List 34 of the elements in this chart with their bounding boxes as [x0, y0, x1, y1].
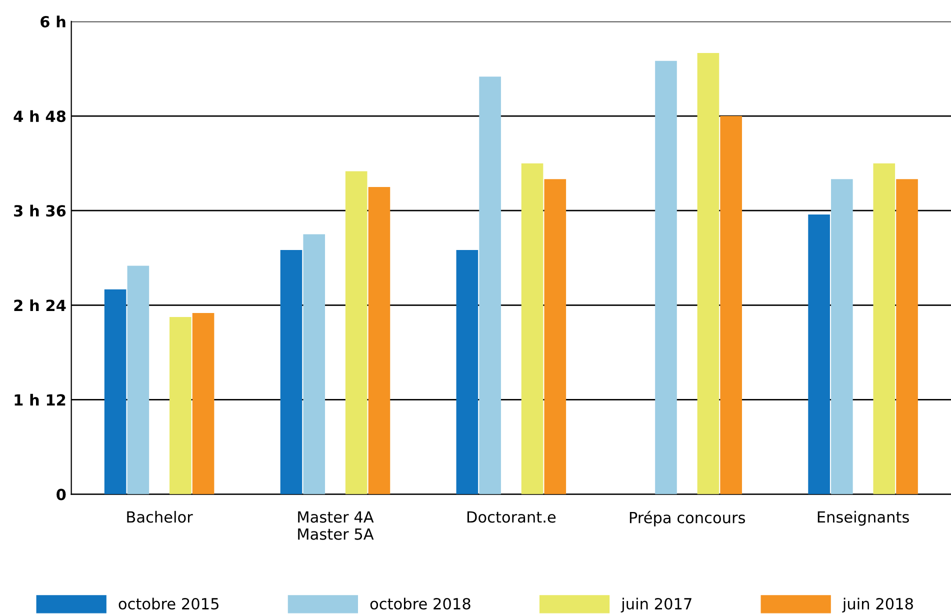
bar	[456, 250, 478, 494]
y-tick-label: 6 h	[40, 16, 66, 28]
y-tick-label: 4 h 48	[14, 110, 66, 122]
bar	[873, 163, 896, 494]
x-tick-label: Bachelor	[127, 510, 193, 523]
legend-label: octobre 2018	[370, 598, 470, 610]
bar	[720, 116, 742, 494]
x-tick-label: Prépa concours	[630, 510, 745, 526]
y-tick-label: 3 h 36	[14, 204, 66, 217]
bar	[104, 289, 126, 494]
bar	[127, 266, 150, 494]
legend-label: juin 2017	[620, 598, 692, 612]
bar	[808, 214, 830, 494]
legend-label: juin 2018	[842, 598, 913, 612]
y-tick-label: 0	[56, 488, 66, 500]
bar	[831, 179, 853, 494]
bar	[345, 171, 368, 494]
y-tick-label: 1 h 12	[14, 394, 66, 406]
x-tick-label: Master 4A Master 5A	[298, 511, 374, 540]
bar	[303, 234, 326, 494]
bar	[896, 179, 918, 494]
x-tick-label: Doctorant.e	[467, 511, 556, 523]
bar	[697, 53, 720, 494]
y-tick-label: 2 h 24	[14, 299, 66, 311]
bar	[655, 60, 677, 494]
bar	[192, 313, 214, 494]
bar	[169, 316, 192, 494]
legend-label: octobre 2015	[118, 598, 218, 610]
x-tick-label: Enseignants	[818, 510, 909, 526]
bar	[479, 76, 501, 494]
bar	[368, 186, 390, 494]
bar	[521, 163, 544, 494]
bar	[280, 250, 302, 494]
bar	[544, 179, 566, 494]
